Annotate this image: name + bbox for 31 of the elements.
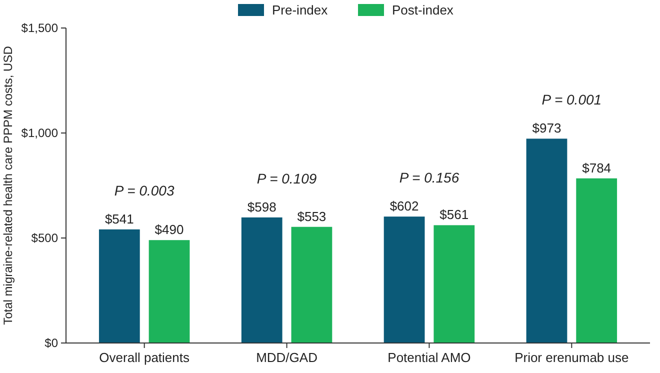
bar [384, 216, 425, 343]
bar [526, 138, 568, 343]
y-tick-label: $500 [31, 231, 58, 246]
bar [434, 225, 475, 343]
legend-label: Post-index [392, 2, 454, 18]
annotation: P = 0.003 [114, 182, 174, 198]
data-label: $490 [154, 222, 184, 238]
bar [576, 178, 618, 343]
annotation: P = 0.109 [256, 170, 317, 186]
data-label: $784 [582, 160, 612, 176]
x-tick-label: Prior erenumab use [514, 350, 629, 365]
legend-label: Pre-index [272, 2, 328, 18]
y-tick-label: $0 [44, 336, 58, 350]
data-label: $598 [247, 199, 276, 214]
x-tick-label: MDD/GAD [256, 350, 318, 365]
data-label: $541 [104, 211, 134, 226]
data-label: $561 [440, 207, 469, 222]
bar [241, 217, 282, 343]
y-tick-label: $1,000 [21, 126, 58, 140]
y-axis-title: Total migraine-related health care PPPM costs, USD [1, 46, 15, 325]
x-tick-label: Overall patients [99, 350, 190, 365]
bar [291, 226, 332, 343]
annotation: P = 0.001 [542, 92, 602, 108]
annotation: P = 0.156 [399, 170, 460, 186]
y-tick-label: $1,500 [21, 21, 58, 36]
bar [98, 229, 140, 343]
data-label: $602 [390, 198, 419, 214]
data-label: $973 [532, 120, 562, 136]
x-tick-label: Potential AMO [388, 350, 471, 365]
bar [148, 240, 190, 343]
data-label: $553 [297, 208, 326, 224]
